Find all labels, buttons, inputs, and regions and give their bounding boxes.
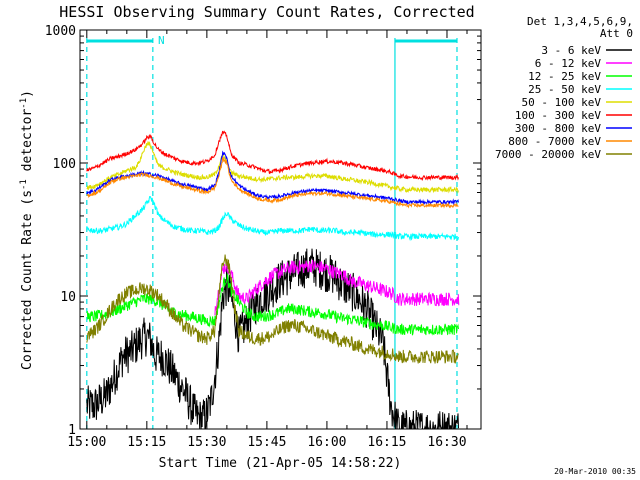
series-line-6_12keV — [214, 259, 460, 316]
legend-header-line-2: Att 0 — [600, 27, 633, 40]
marker-lines — [86, 38, 458, 429]
series-line-7000_20000keV — [86, 254, 459, 364]
y-axis-label: Corrected Count Rate (s-1 detector-1) — [19, 90, 35, 370]
x-tick-label-6: 16:30 — [427, 435, 466, 450]
y-tick-label-2: 100 — [53, 157, 76, 172]
x-tick-label-0: 15:00 — [67, 435, 106, 450]
x-tick-label-3: 15:45 — [247, 435, 286, 450]
y-axis-label-main: Corrected Count Rate (s — [20, 190, 35, 370]
y-tick-label-3: 1000 — [45, 24, 76, 39]
y-tick-label-1: 10 — [60, 290, 76, 305]
legend-label-4: 50 - 100 keV — [522, 96, 602, 109]
legend-label-8: 7000 - 20000 keV — [495, 148, 601, 161]
x-tick-label-2: 15:30 — [187, 435, 226, 450]
x-axis-label: Start Time (21-Apr-05 14:58:22) — [159, 456, 402, 471]
legend-label-1: 6 - 12 keV — [535, 57, 602, 70]
series-line-12_25keV — [86, 273, 459, 336]
series-line-50_100keV — [86, 140, 459, 194]
series-line-800_7000keV — [86, 157, 459, 209]
series-line-25_50keV — [86, 196, 459, 242]
legend-header-line-1: Det 1,3,4,5,6,9, — [527, 15, 633, 28]
axis-ticks: 15:00 15:15 15:30 15:45 16:00 16:15 16:30 1 10 10… — [45, 24, 481, 450]
legend-label-7: 800 - 7000 keV — [508, 135, 601, 148]
series-line-100_300keV — [86, 130, 459, 182]
night-marker-label: N — [158, 34, 165, 47]
x-tick-label-1: 15:15 — [127, 435, 166, 450]
legend-label-6: 300 - 800 keV — [515, 122, 601, 135]
legend-label-2: 12 - 25 keV — [528, 70, 601, 83]
y-axis-label-end: ) — [20, 90, 35, 98]
footer-timestamp: 20-Mar-2010 00:35 — [554, 467, 636, 476]
plot-frame — [79, 29, 482, 430]
series-lines — [86, 130, 460, 429]
legend-label-0: 3 - 6 keV — [541, 44, 601, 57]
legend-label-5: 100 - 300 keV — [515, 109, 601, 122]
y-axis-label-sup2: -1 — [19, 98, 29, 109]
chart-title: HESSI Observing Summary Count Rates, Cor… — [59, 3, 474, 21]
y-axis-label-sup1: -1 — [19, 179, 29, 190]
series-line-300_800keV — [86, 150, 459, 206]
y-axis-label-mid: detector — [20, 109, 35, 180]
x-tick-label-4: 16:00 — [307, 435, 346, 450]
y-tick-label-0: 1 — [68, 423, 76, 438]
legend-label-3: 25 - 50 keV — [528, 83, 601, 96]
x-tick-label-5: 16:15 — [367, 435, 406, 450]
